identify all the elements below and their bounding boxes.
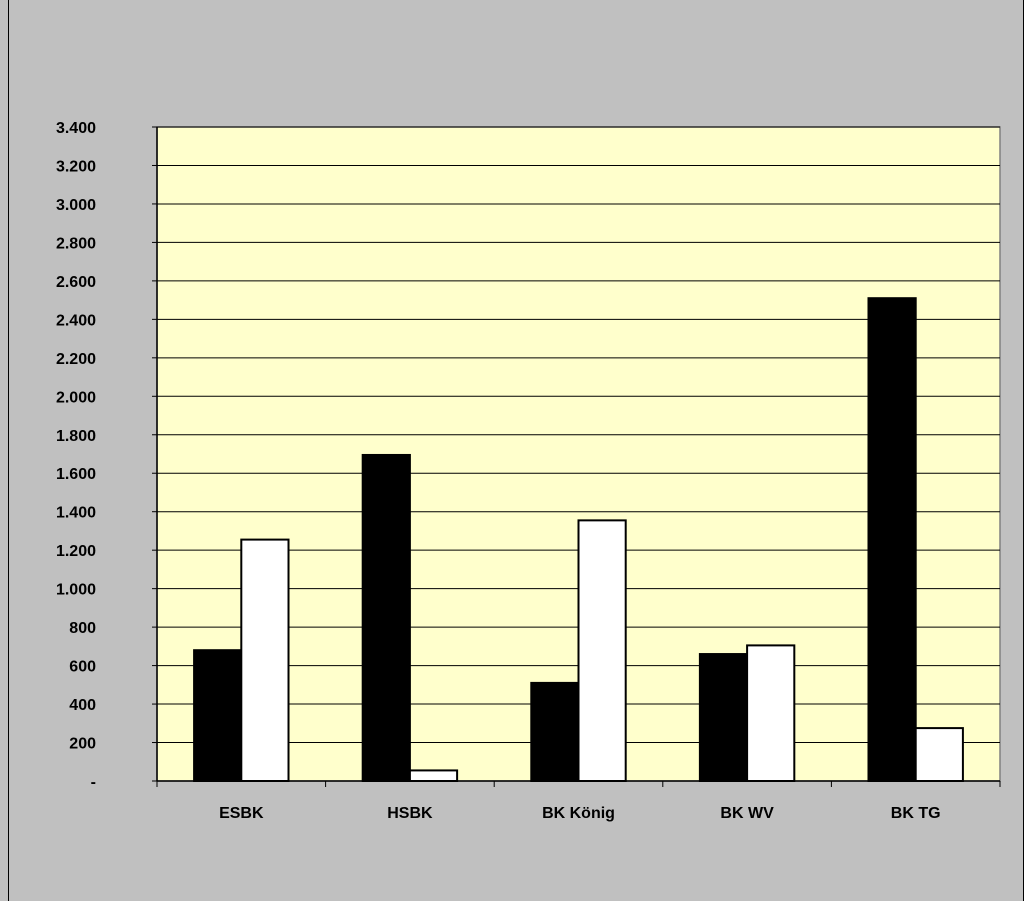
bar — [193, 649, 243, 783]
y-tick-label: 1.600 — [56, 466, 96, 483]
x-tick-label: BK TG — [891, 805, 941, 822]
x-tick-label: BK König — [542, 805, 615, 822]
y-tick-label: 2.600 — [56, 274, 96, 291]
bar — [577, 519, 627, 782]
y-tick-label: 1.800 — [56, 428, 96, 445]
y-tick-label: 3.000 — [56, 197, 96, 214]
bar — [698, 653, 749, 782]
y-tick-label: 3.200 — [56, 158, 96, 175]
x-tick-label: BK WV — [720, 805, 774, 822]
bar — [914, 727, 964, 783]
x-tick-label: HSBK — [387, 805, 433, 822]
y-tick-label: 2.200 — [56, 351, 96, 368]
bar — [530, 681, 580, 783]
x-tick-label: ESBK — [219, 805, 264, 822]
y-tick-label: 1.000 — [56, 582, 96, 599]
y-tick-label: 200 — [69, 736, 96, 753]
y-tick-label: - — [91, 774, 96, 791]
y-tick-label: 1.200 — [56, 543, 96, 560]
y-tick-label: 3.400 — [56, 120, 96, 137]
y-tick-label: 600 — [69, 659, 96, 676]
y-tick-label: 1.400 — [56, 505, 96, 522]
y-tick-label: 800 — [69, 620, 96, 637]
bar — [746, 644, 796, 782]
bar — [867, 297, 917, 782]
bar — [361, 453, 411, 782]
y-tick-label: 2.400 — [56, 312, 96, 329]
y-tick-label: 2.000 — [56, 389, 96, 406]
y-tick-label: 2.800 — [56, 235, 96, 252]
bar — [240, 538, 290, 782]
y-tick-label: 400 — [69, 697, 96, 714]
bar — [408, 769, 459, 783]
